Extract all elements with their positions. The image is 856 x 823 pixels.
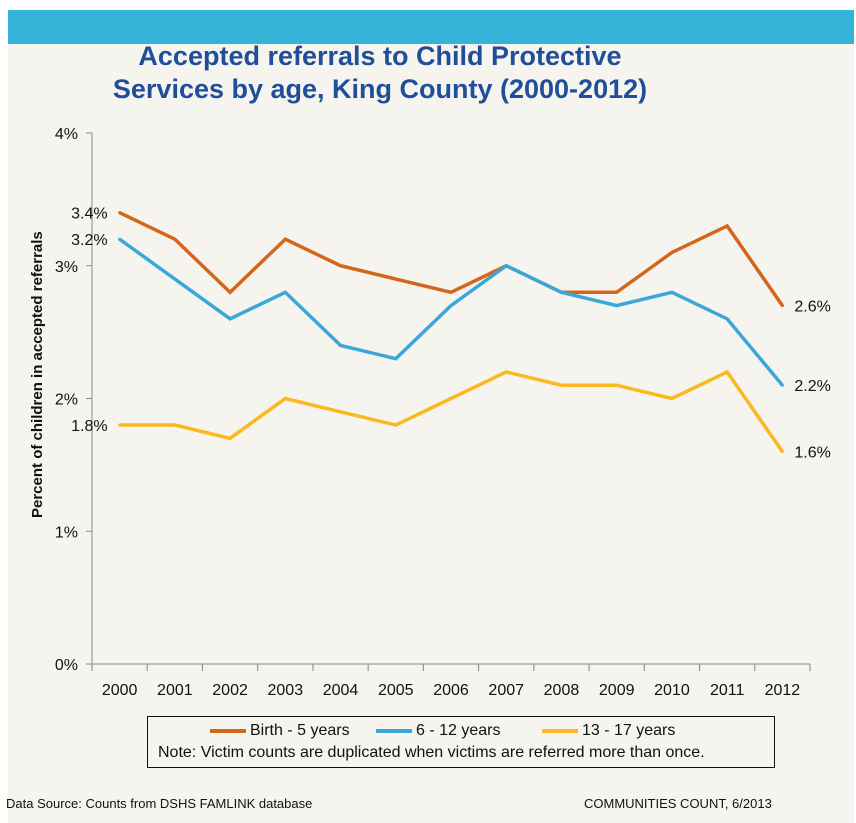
x-tick-label: 2006 xyxy=(433,682,469,699)
chart-title-line-2: Services by age, King County (2000-2012) xyxy=(112,74,648,104)
series-1-point xyxy=(559,290,563,294)
series-2-point xyxy=(228,436,232,440)
series-0-point xyxy=(780,304,784,308)
x-tick-label: 2002 xyxy=(212,682,248,699)
x-tick-label: 2009 xyxy=(599,682,635,699)
y-tick-label: 1% xyxy=(55,524,78,541)
series-line-2 xyxy=(119,369,784,453)
top-color-band xyxy=(8,10,854,44)
series-0-start-label: 3.4% xyxy=(71,206,107,223)
x-tick-label: 2005 xyxy=(378,682,414,699)
series-1-end-label: 2.2% xyxy=(794,378,830,395)
series-1-start-label: 3.2% xyxy=(71,232,107,249)
y-tick-label: 4% xyxy=(55,126,78,143)
series-0-end-label: 2.6% xyxy=(794,299,830,316)
series-2-point xyxy=(394,423,398,427)
series-1-point xyxy=(118,237,122,241)
legend-item-13-17: 13 - 17 years xyxy=(542,721,675,741)
series-0-point xyxy=(228,290,232,294)
series-2-point xyxy=(339,410,343,414)
x-tick-label: 2000 xyxy=(102,682,138,699)
series-2-point xyxy=(118,423,122,427)
legend-item-birth-5: Birth - 5 years xyxy=(210,721,350,741)
series-0-point xyxy=(449,290,453,294)
series-2-start-label: 1.8% xyxy=(71,418,107,435)
series-1-point xyxy=(394,357,398,361)
x-tick-label: 2008 xyxy=(544,682,580,699)
credit: COMMUNITIES COUNT, 6/2013 xyxy=(584,796,772,811)
series-1-point xyxy=(504,264,508,268)
series-0-point xyxy=(725,224,729,228)
x-tick-label: 2003 xyxy=(268,682,304,699)
series-0-point xyxy=(670,250,674,254)
legend-label-6-12: 6 - 12 years xyxy=(416,722,501,739)
legend-label-13-17: 13 - 17 years xyxy=(582,722,676,739)
series-1-point xyxy=(283,290,287,294)
series-1-point xyxy=(725,317,729,321)
legend-row: Birth - 5 years 6 - 12 years 13 - 17 yea… xyxy=(148,721,774,741)
series-2-point xyxy=(504,370,508,374)
legend: Birth - 5 years 6 - 12 years 13 - 17 yea… xyxy=(147,716,775,768)
series-line-1 xyxy=(118,237,784,387)
series-2-point xyxy=(725,370,729,374)
y-tick-label: 0% xyxy=(55,657,78,674)
slide-background xyxy=(8,10,854,823)
series-2-point xyxy=(173,423,177,427)
x-tick-label: 2012 xyxy=(765,682,801,699)
x-tick-label: 2004 xyxy=(323,682,359,699)
series-2-point xyxy=(283,397,287,400)
legend-swatch-13-17 xyxy=(542,729,578,733)
series-1-point xyxy=(670,290,674,294)
y-tick-label: 2% xyxy=(55,392,78,409)
series-0-point xyxy=(394,277,398,281)
series-1-point xyxy=(615,304,619,308)
chart-title-line-1: Accepted referrals to Child Protective xyxy=(138,41,622,71)
y-tick-label: 3% xyxy=(55,259,78,276)
x-tick-label: 2010 xyxy=(654,682,690,699)
legend-swatch-birth-5 xyxy=(210,729,246,733)
series-0-point xyxy=(173,237,177,241)
series-2-point xyxy=(559,383,563,387)
legend-note: Note: Victim counts are duplicated when … xyxy=(158,744,705,761)
series-0-point xyxy=(283,237,287,241)
chart-title: Accepted referrals to Child Protective S… xyxy=(60,40,700,106)
series-0-point xyxy=(615,290,619,294)
legend-swatch-6-12 xyxy=(376,729,412,733)
series-1-point xyxy=(449,304,453,308)
series-1-point xyxy=(780,383,784,387)
series-2-point xyxy=(780,450,784,454)
series-2-end-label: 1.6% xyxy=(794,445,830,462)
legend-item-6-12: 6 - 12 years xyxy=(376,721,500,741)
series-2-point xyxy=(449,397,453,400)
x-tick-label: 2007 xyxy=(488,682,524,699)
series-2-point xyxy=(615,383,619,387)
series-0-point xyxy=(339,264,343,268)
series-1-point xyxy=(339,343,343,347)
series-1-point xyxy=(228,317,232,321)
series-1-point xyxy=(173,277,177,281)
x-tick-label: 2001 xyxy=(157,682,193,699)
data-source: Data Source: Counts from DSHS FAMLINK da… xyxy=(6,796,313,811)
x-tick-label: 2011 xyxy=(710,682,745,699)
legend-label-birth-5: Birth - 5 years xyxy=(250,722,350,739)
series-2-point xyxy=(670,397,674,400)
series-0-point xyxy=(118,211,122,215)
